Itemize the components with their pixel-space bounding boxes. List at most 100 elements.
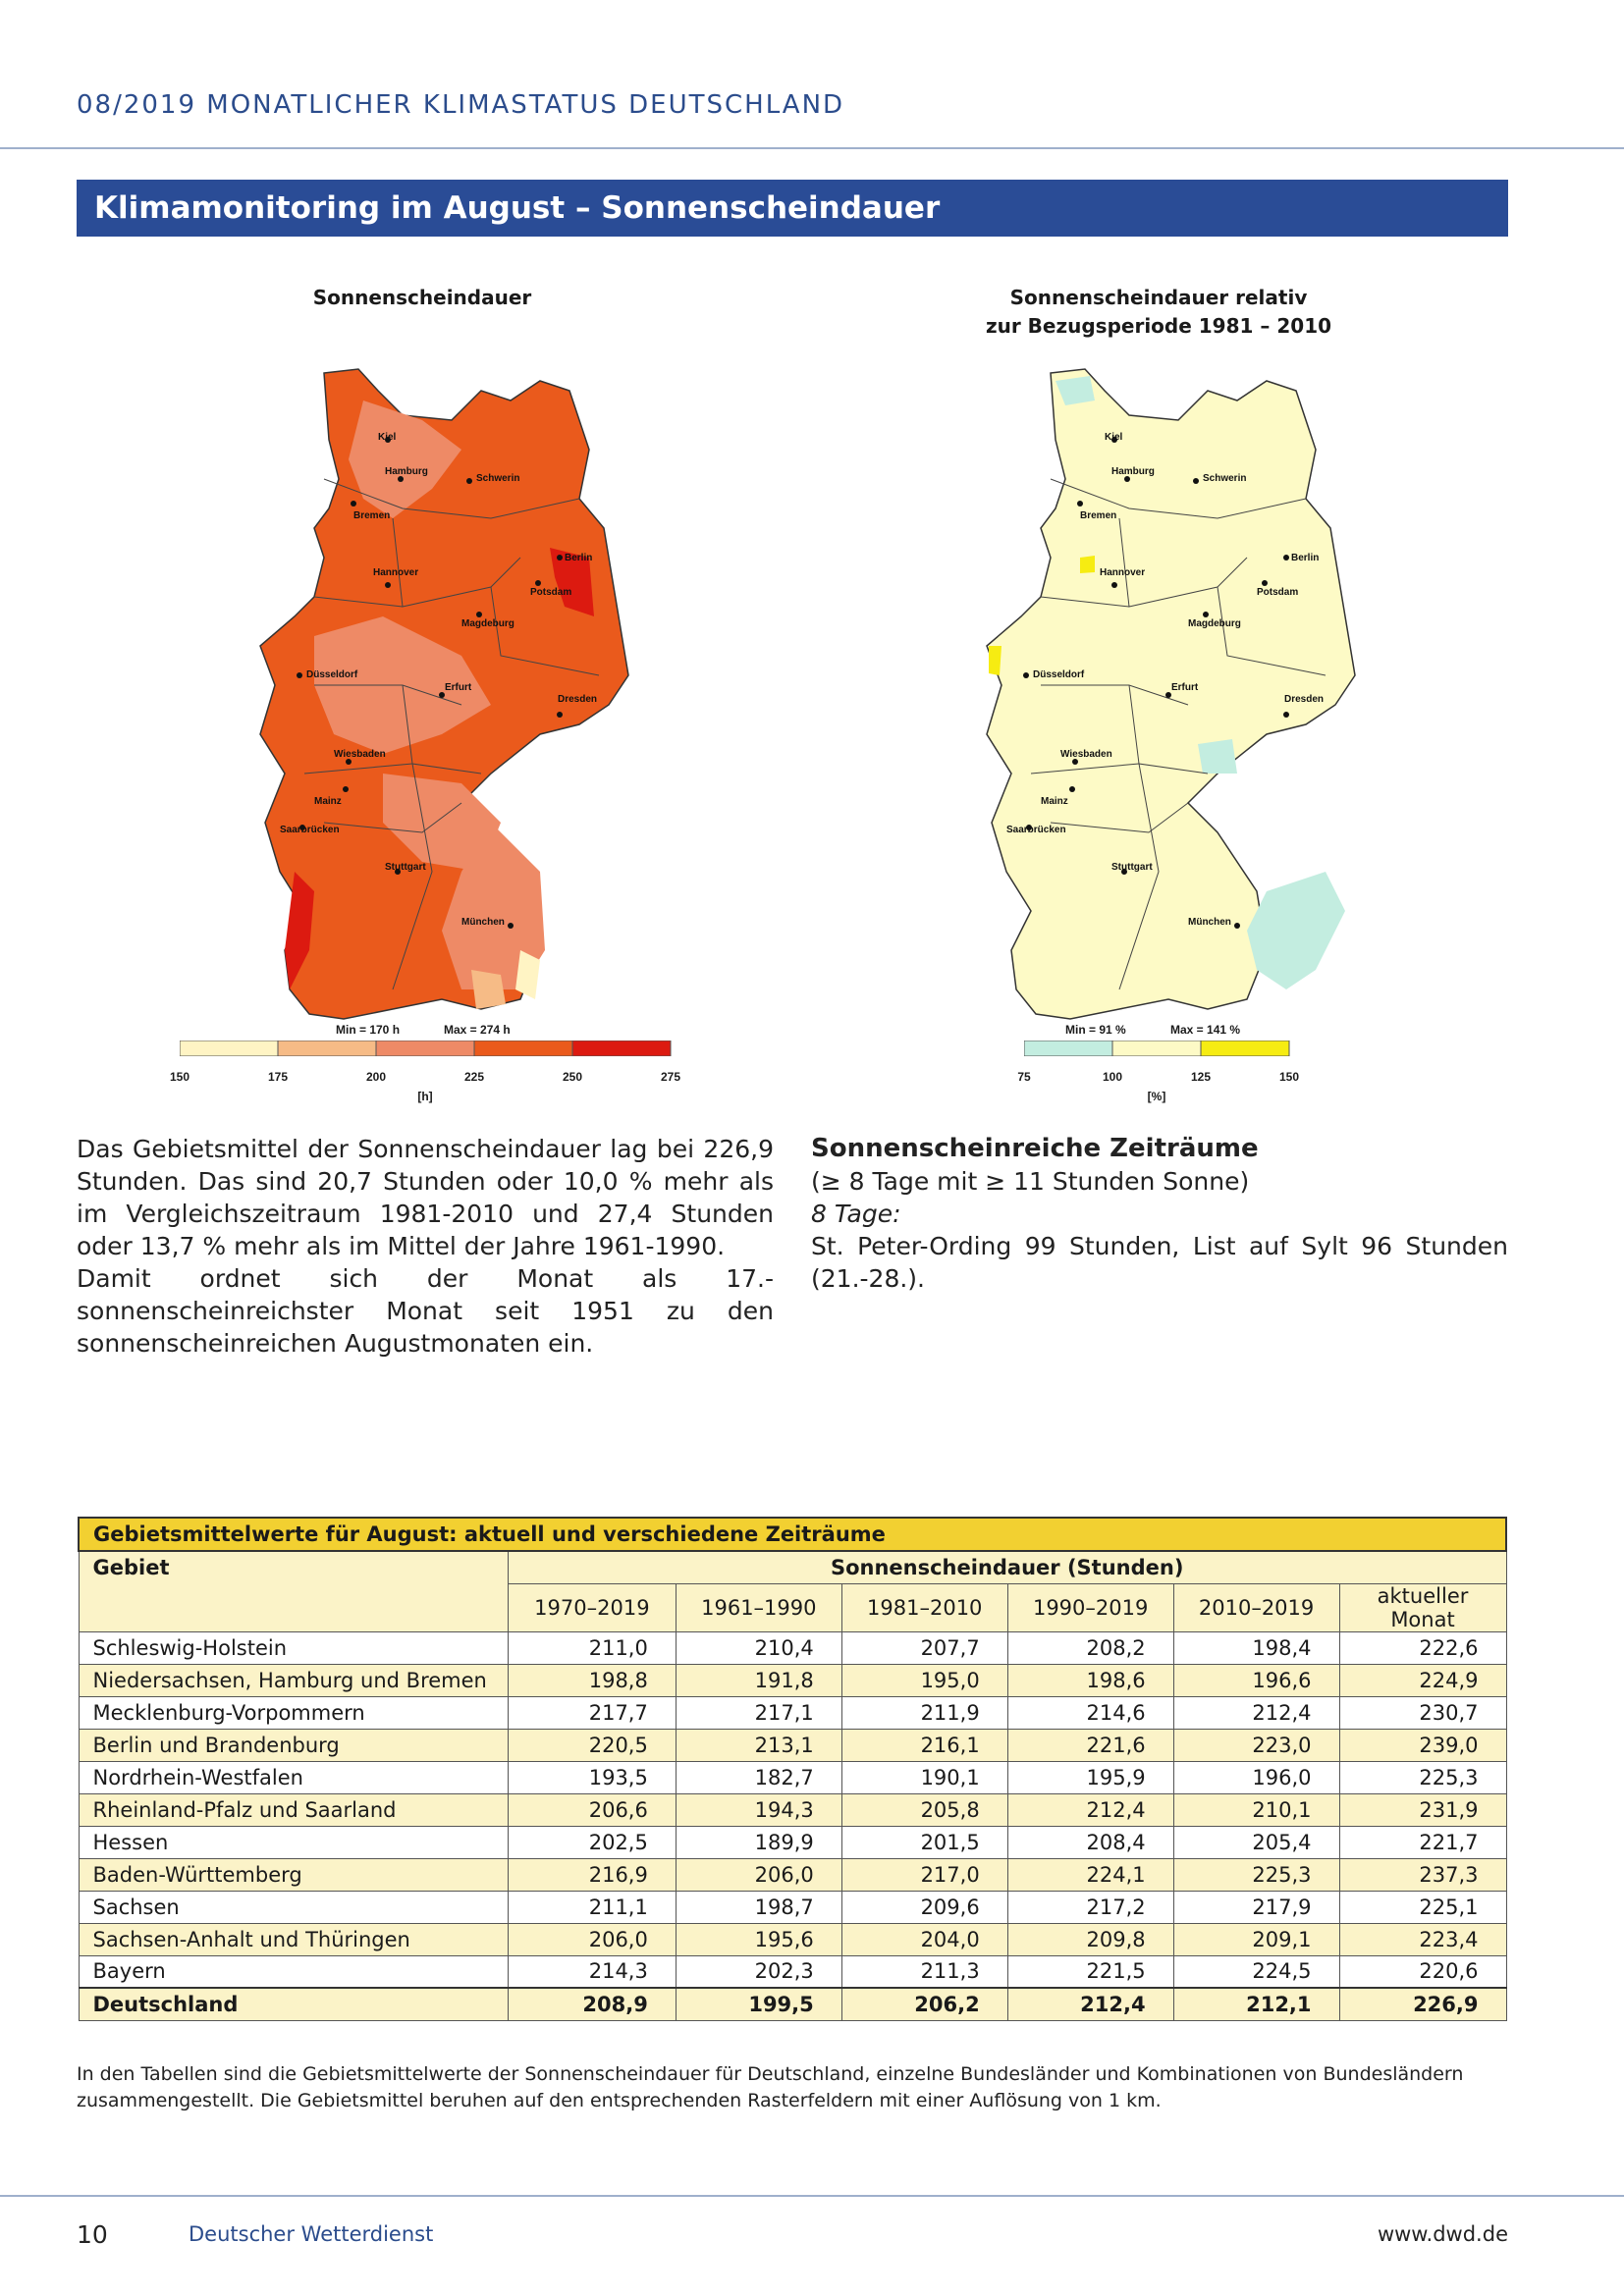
table-cell-value: 221,6 — [1006, 1728, 1174, 1762]
publisher-name: Deutscher Wetterdienst — [189, 2222, 434, 2246]
table-cell-value: 205,4 — [1172, 1825, 1340, 1859]
table-total-value: 212,4 — [1006, 1987, 1174, 2021]
table-cell-value: 217,7 — [507, 1695, 677, 1730]
table-total-value: 226,9 — [1338, 1987, 1507, 2021]
city-label-dresden: Dresden — [558, 694, 597, 705]
state-borders-relative — [1030, 478, 1326, 990]
table-cell-region: Berlin und Brandenburg — [78, 1728, 509, 1762]
table-cell-value: 202,5 — [507, 1825, 677, 1859]
table-cell-value: 205,8 — [840, 1792, 1008, 1827]
table-cell-value: 211,0 — [507, 1630, 677, 1665]
table-header-region: Gebiet — [78, 1550, 509, 1632]
table-cell-region: Baden-Württemberg — [78, 1857, 509, 1892]
table-total-row: Deutschland 208,9 199,5 206,2 212,4 212,1 226,… — [78, 1987, 1507, 2021]
scale-right-tick-150: 150 — [1278, 1070, 1300, 1084]
table-row: Nordrhein-Westfalen 193,5 182,7 190,1 195,9 1… — [78, 1760, 1507, 1794]
scale-left-unit: [h] — [417, 1090, 433, 1103]
table-cell-value: 196,0 — [1172, 1760, 1340, 1794]
city-label-erfurt-r: Erfurt — [1171, 682, 1199, 693]
city-label-schwerin-r: Schwerin — [1203, 473, 1246, 484]
sunny-periods-stations: St. Peter-Ording 99 Stunden, List auf Sy… — [811, 1232, 1508, 1293]
table-cell-value: 224,5 — [1172, 1954, 1340, 1989]
map-right-title-line2: zur Bezugsperiode 1981 – 2010 — [985, 314, 1332, 338]
city-label-potsdam: Potsdam — [530, 587, 571, 598]
table-cell-value: 195,0 — [840, 1663, 1008, 1697]
table-cell-value: 201,5 — [840, 1825, 1008, 1859]
table-cell-value: 225,1 — [1338, 1890, 1507, 1924]
table-cell-value: 207,7 — [840, 1630, 1008, 1665]
city-label-stuttgart: Stuttgart — [385, 862, 426, 873]
table-cell-value: 211,1 — [507, 1890, 677, 1924]
city-label-erfurt: Erfurt — [445, 682, 472, 693]
city-label-muenchen-r: München — [1188, 917, 1231, 928]
sunshine-map: Kiel Hamburg Schwerin Bremen Berlin Hann… — [259, 368, 629, 1020]
table-cell-value: 224,1 — [1006, 1857, 1174, 1892]
scale-right-tick-100: 100 — [1102, 1070, 1123, 1084]
table-row: Sachsen 211,1 198,7 209,6 217,2 217,9 225,1 — [78, 1890, 1507, 1924]
table-cell-value: 198,8 — [507, 1663, 677, 1697]
table-cell-value: 209,8 — [1006, 1922, 1174, 1956]
footer-divider — [0, 2195, 1624, 2197]
table-cell-region: Sachsen — [78, 1890, 509, 1924]
scale-left-bin-3 — [375, 1041, 475, 1056]
sunny-periods-duration-label: 8 Tage: — [811, 1200, 901, 1228]
city-label-magdeburg-r: Magdeburg — [1188, 618, 1241, 629]
table-cell-value: 211,3 — [840, 1954, 1008, 1989]
scale-right-bin-2 — [1111, 1041, 1202, 1056]
scale-right-bin-3 — [1200, 1041, 1290, 1056]
page-header-title: 08/2019 MONATLICHER KLIMASTATUS DEUTSCHL… — [77, 90, 845, 120]
table-cell-value: 210,4 — [675, 1630, 842, 1665]
map-left-title: Sonnenscheindauer — [177, 284, 668, 312]
table-row: Sachsen-Anhalt und Thüringen 206,0 195,6 20… — [78, 1922, 1507, 1956]
table-row: Rheinland-Pfalz und Saarland 206,6 194,3 20… — [78, 1792, 1507, 1827]
table-cell-value: 194,3 — [675, 1792, 842, 1827]
table-cell-value: 230,7 — [1338, 1695, 1507, 1730]
table-cell-region: Hessen — [78, 1825, 509, 1859]
table-header-sunshine: Sonnenscheindauer (Stunden) — [507, 1550, 1507, 1584]
scale-left-tick-150: 150 — [169, 1070, 190, 1084]
table-cell-value: 217,1 — [675, 1695, 842, 1730]
summary-paragraph-2: Damit ordnet sich der Monat als 17.-sonn… — [77, 1264, 774, 1358]
table-cell-value: 225,3 — [1172, 1857, 1340, 1892]
page-number: 10 — [77, 2220, 108, 2249]
table-period-header: 1990–2019 — [1006, 1582, 1174, 1632]
table-cell-value: 208,4 — [1006, 1825, 1174, 1859]
table-cell-value: 206,0 — [675, 1857, 842, 1892]
table-cell-value: 198,7 — [675, 1890, 842, 1924]
table-cell-value: 223,4 — [1338, 1922, 1507, 1956]
table-cell-value: 239,0 — [1338, 1728, 1507, 1762]
table-cell-value: 214,6 — [1006, 1695, 1174, 1730]
scale-right-tick-75: 75 — [1017, 1070, 1031, 1084]
table-cell-region: Sachsen-Anhalt und Thüringen — [78, 1922, 509, 1956]
map-right-color-scale — [1024, 1041, 1290, 1056]
map-left-max: Max = 274 h — [444, 1023, 511, 1037]
table-cell-value: 198,6 — [1006, 1663, 1174, 1697]
city-label-bremen-r: Bremen — [1080, 510, 1116, 521]
map-left-title-text: Sonnenscheindauer — [312, 286, 532, 309]
table-cell-region: Bayern — [78, 1954, 509, 1989]
map-right-title: Sonnenscheindauer relativ zur Bezugsperi… — [903, 284, 1414, 341]
table-row: Niedersachsen, Hamburg und Bremen 198,8 19… — [78, 1663, 1507, 1697]
table-cell-value: 190,1 — [840, 1760, 1008, 1794]
table-cell-value: 196,6 — [1172, 1663, 1340, 1697]
city-label-duesseldorf: Düsseldorf — [306, 669, 358, 680]
table-cell-value: 193,5 — [507, 1760, 677, 1794]
table-period-header: 1961–1990 — [675, 1582, 842, 1632]
table-cell-value: 221,7 — [1338, 1825, 1507, 1859]
city-label-wiesbaden-r: Wiesbaden — [1060, 749, 1112, 760]
table-cell-value: 221,5 — [1006, 1954, 1174, 1989]
table-cell-value: 212,4 — [1172, 1695, 1340, 1730]
city-label-muenchen: München — [461, 917, 505, 928]
table-cell-value: 206,0 — [507, 1922, 677, 1956]
city-markers-relative: Kiel Hamburg Schwerin Bremen Berlin Hann… — [1006, 432, 1324, 929]
table-row: Berlin und Brandenburg 220,5 213,1 216,1 221… — [78, 1728, 1507, 1762]
city-label-hamburg: Hamburg — [385, 466, 428, 477]
table-cell-value: 211,9 — [840, 1695, 1008, 1730]
table-cell-value: 182,7 — [675, 1760, 842, 1794]
table-cell-value: 237,3 — [1338, 1857, 1507, 1892]
scale-right-bin-1 — [1024, 1041, 1113, 1056]
table-total-value: 206,2 — [840, 1987, 1008, 2021]
city-label-mainz-r: Mainz — [1041, 796, 1068, 807]
city-label-berlin-r: Berlin — [1291, 553, 1319, 563]
scale-left-bin-5 — [571, 1041, 672, 1056]
